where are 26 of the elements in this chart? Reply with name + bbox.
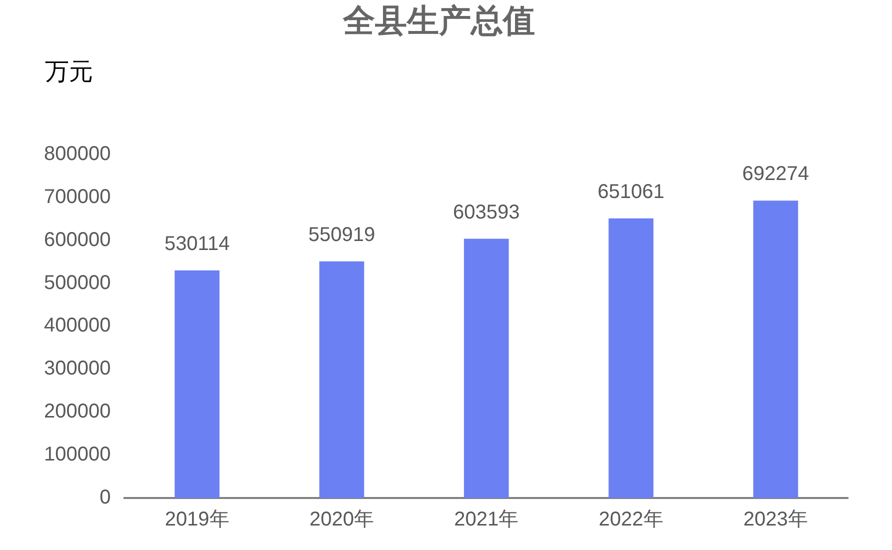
data-label: 651061 [598, 180, 664, 203]
bar [608, 218, 654, 498]
bar [174, 270, 220, 498]
bar [753, 200, 798, 498]
data-label: 550919 [308, 224, 376, 246]
bar [464, 238, 509, 498]
x-tick-label: 2022年 [598, 508, 664, 531]
x-tick-label: 2023年 [743, 508, 808, 531]
chart-title: 全县生产总值 [342, 2, 535, 38]
y-tick-label: 100000 [44, 444, 111, 466]
y-tick-label: 700000 [44, 186, 111, 208]
y-tick-label: 400000 [44, 314, 111, 337]
y-tick-label: 600000 [44, 228, 111, 251]
y-tick-label: 200000 [44, 400, 111, 423]
y-tick-label: 0 [100, 486, 111, 509]
y-tick-label: 800000 [44, 142, 111, 165]
x-tick-label: 2020年 [309, 508, 374, 531]
y-tick-label: 500000 [44, 272, 111, 294]
y-axis-title: 万元 [45, 59, 93, 86]
data-label: 530114 [164, 232, 230, 255]
y-tick-label: 300000 [44, 358, 111, 380]
x-tick-label: 2021年 [454, 508, 519, 531]
x-tick-label: 2019年 [164, 508, 230, 531]
bar [319, 261, 364, 498]
data-label: 603593 [452, 201, 520, 224]
data-label: 692274 [742, 163, 810, 186]
